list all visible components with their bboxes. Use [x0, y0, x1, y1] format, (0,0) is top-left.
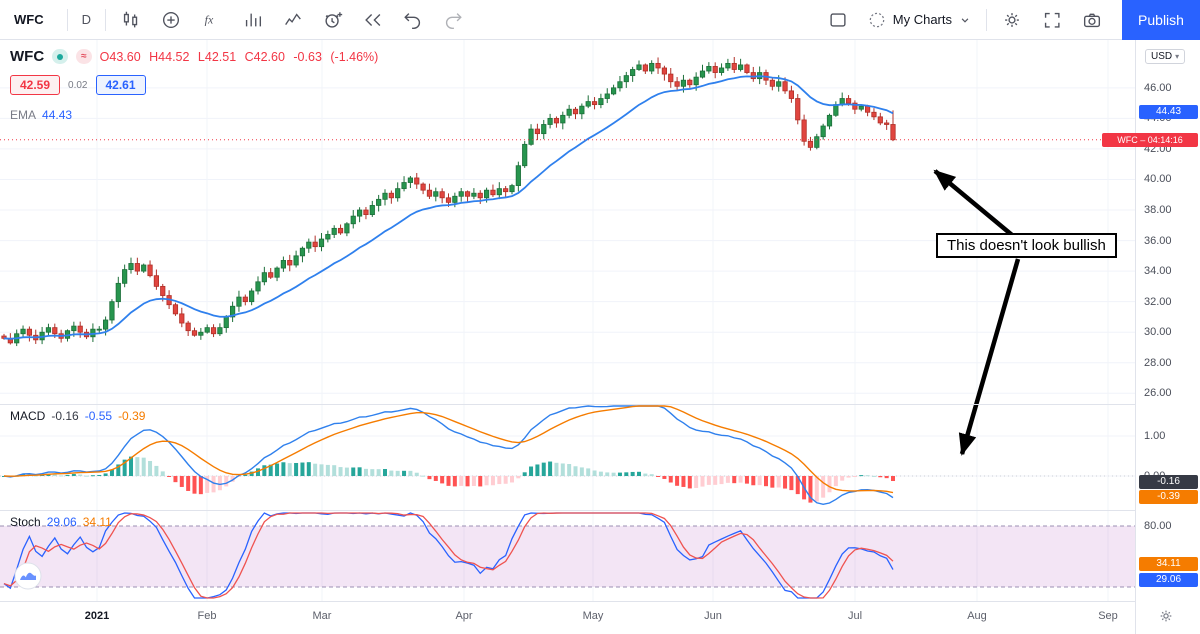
stoch-legend-label: Stoch: [10, 515, 41, 529]
fullscreen-icon[interactable]: [1032, 0, 1072, 40]
toolbar-separator: [986, 8, 987, 31]
sell-price-button[interactable]: 42.59: [10, 75, 61, 95]
time-axis-label: Mar: [312, 610, 332, 622]
compare-icon[interactable]: [151, 0, 191, 40]
indicator-templates-icon[interactable]: [233, 0, 273, 40]
price-tick: 1.00: [1144, 430, 1166, 442]
macd-legend-label: MACD: [10, 409, 46, 423]
market-status-icon: [52, 49, 69, 64]
price-tick: 32.00: [1144, 295, 1172, 308]
pane-separator[interactable]: [0, 510, 1200, 511]
chart-area: WFC ≈ O43.60 H44.52 L42.51 C42.60 -0.63 …: [0, 40, 1200, 634]
time-axis-label: Apr: [455, 610, 473, 622]
axis-settings-gear-icon[interactable]: [1158, 608, 1174, 627]
trade-buttons: 42.59 0.02 42.61: [10, 75, 146, 95]
price-tick: 38.00: [1144, 204, 1172, 217]
stoch-legend[interactable]: Stoch 29.06 34.11: [10, 515, 112, 529]
symbol-button[interactable]: WFC: [14, 12, 44, 27]
macd-signal-price-label: -0.39: [1139, 489, 1198, 504]
countdown-price-label: WFC – 04:14:16: [1102, 132, 1198, 147]
ohlc-values: O43.60 H44.52 L42.51 C42.60 -0.63 (-1.46…: [99, 49, 379, 64]
price-tick: 40.00: [1144, 173, 1172, 186]
svg-text:fx: fx: [205, 12, 214, 26]
chevron-down-icon: [958, 13, 972, 27]
delayed-data-icon: ≈: [76, 49, 92, 64]
pane-separator: [0, 601, 1200, 602]
alert-icon[interactable]: [313, 0, 353, 40]
price-tick: 26.00: [1144, 387, 1172, 400]
time-axis-label: Jun: [704, 610, 722, 622]
forecast-line-icon[interactable]: [273, 0, 313, 40]
price-tick: 46.00: [1144, 81, 1172, 94]
annotation-callout[interactable]: This doesn't look bullish: [936, 233, 1117, 258]
ema-legend[interactable]: EMA 44.43: [10, 108, 72, 122]
price-tick: 34.00: [1144, 265, 1172, 278]
legend-symbol[interactable]: WFC: [10, 48, 45, 65]
time-axis-label: Sep: [1098, 610, 1118, 622]
indicators-icon[interactable]: fx: [191, 0, 233, 40]
chart-style-icon[interactable]: [111, 0, 151, 40]
redo-icon[interactable]: [433, 0, 473, 40]
currency-label: USD: [1151, 51, 1173, 62]
time-axis-label: Aug: [967, 610, 987, 622]
main-legend: WFC ≈ O43.60 H44.52 L42.51 C42.60 -0.63 …: [10, 48, 378, 65]
snapshot-camera-icon[interactable]: [1072, 0, 1112, 40]
stoch-k-value: 29.06: [46, 515, 77, 529]
top-toolbar: WFC D fx My Charts: [0, 0, 1200, 40]
stoch-d-price-label: 34.11: [1139, 556, 1198, 571]
settings-gear-icon[interactable]: [992, 0, 1032, 40]
tradingview-logo[interactable]: [14, 562, 42, 595]
cloud-save-icon: [867, 10, 887, 30]
interval-button[interactable]: D: [81, 12, 91, 27]
price-tick: 80.00: [1144, 519, 1172, 532]
undo-icon[interactable]: [393, 0, 433, 40]
caret-down-icon: ▾: [1175, 52, 1180, 61]
currency-toggle[interactable]: USD ▾: [1145, 49, 1186, 64]
chart-canvas[interactable]: [0, 40, 1135, 634]
spread-value: 0.02: [68, 79, 88, 91]
time-axis-label: Jul: [847, 610, 863, 622]
toolbar-separator: [105, 8, 106, 31]
price-tick: 28.00: [1144, 356, 1172, 369]
my-charts-button[interactable]: My Charts: [858, 0, 981, 40]
ema-price-label: 44.43: [1139, 104, 1198, 119]
my-charts-label: My Charts: [892, 12, 952, 27]
stoch-k-price-label: 29.06: [1139, 572, 1198, 587]
layout-select-icon[interactable]: [818, 0, 858, 40]
price-tick: 30.00: [1144, 326, 1172, 339]
toolbar-separator: [66, 8, 68, 31]
macd-hist-value: -0.16: [51, 409, 79, 423]
pane-separator[interactable]: [0, 404, 1200, 405]
buy-price-button[interactable]: 42.61: [95, 75, 146, 95]
macd-legend[interactable]: MACD -0.16 -0.55 -0.39: [10, 409, 145, 423]
time-axis-label: 2021: [84, 610, 110, 622]
stoch-d-value: 34.11: [82, 515, 112, 529]
time-axis-label: Feb: [197, 610, 217, 622]
price-tick: 36.00: [1144, 234, 1172, 247]
time-axis[interactable]: 2021 Feb Mar Apr May Jun Jul Aug Sep: [0, 601, 1135, 634]
time-axis-label: May: [582, 610, 604, 622]
publish-button[interactable]: Publish: [1122, 0, 1200, 40]
ema-legend-label: EMA: [10, 108, 37, 122]
macd-signal-value: -0.39: [118, 409, 146, 423]
price-scale[interactable]: USD ▾ 46.0044.0042.0040.0038.0036.0034.0…: [1102, 40, 1200, 634]
macd-line-value: -0.55: [84, 409, 113, 423]
replay-icon[interactable]: [353, 0, 393, 40]
ema-legend-value: 44.43: [42, 108, 73, 122]
macd-hist-price-label: -0.16: [1139, 475, 1198, 490]
